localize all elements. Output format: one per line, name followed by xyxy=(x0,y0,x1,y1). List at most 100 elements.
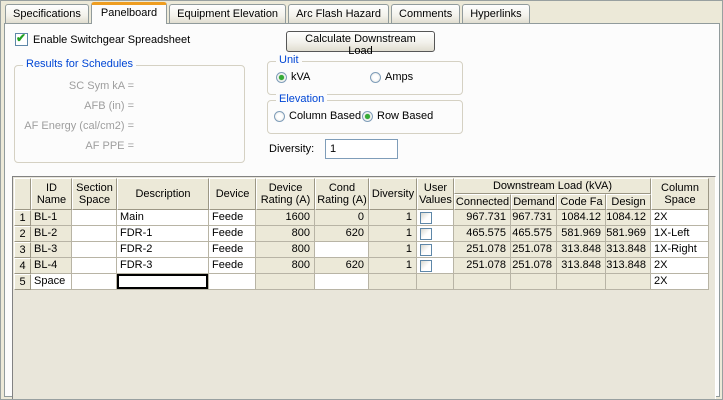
cell-user-values[interactable] xyxy=(417,226,454,242)
tab-panelboard[interactable]: Panelboard xyxy=(90,2,168,24)
cell-cond-rating[interactable]: 620 xyxy=(315,226,369,242)
cell-id-name[interactable]: BL-1 xyxy=(31,210,72,226)
row-header-1[interactable]: 1 xyxy=(14,210,31,226)
cell-connected[interactable]: 251.078 xyxy=(454,258,511,274)
cell-code-fa[interactable]: 1084.12 xyxy=(557,210,606,226)
cell-device[interactable] xyxy=(209,274,256,290)
row-header-4[interactable]: 4 xyxy=(14,258,31,274)
row-header-2[interactable]: 2 xyxy=(14,226,31,242)
cell-description[interactable]: Main xyxy=(117,210,209,226)
row-header-5[interactable]: 5 xyxy=(14,274,31,290)
cell-device-rating[interactable]: 800 xyxy=(256,258,315,274)
cell-code-fa[interactable]: 313.848 xyxy=(557,242,606,258)
cell-connected[interactable]: 465.575 xyxy=(454,226,511,242)
cell-connected[interactable]: 967.731 xyxy=(454,210,511,226)
cell-design[interactable] xyxy=(606,274,651,290)
user-values-checkbox[interactable] xyxy=(420,243,432,256)
user-values-checkbox[interactable] xyxy=(420,211,432,224)
user-values-checkbox[interactable] xyxy=(420,227,432,240)
cell-demand[interactable] xyxy=(511,274,557,290)
cell-id-name[interactable]: BL-4 xyxy=(31,258,72,274)
cell-diversity[interactable]: 1 xyxy=(369,242,417,258)
radio-selected-icon xyxy=(276,71,287,83)
col-header-id-name: ID Name xyxy=(31,178,72,210)
cell-column-space[interactable]: 2X xyxy=(651,258,709,274)
cell-device[interactable]: Feede xyxy=(209,242,256,258)
tab-equipment-elevation[interactable]: Equipment Elevation xyxy=(169,4,287,23)
col-header-column-space: Column Space xyxy=(651,178,709,210)
cell-section-space[interactable] xyxy=(72,258,117,274)
col-header-cond-rating: Cond Rating (A) xyxy=(315,178,369,210)
cell-device-rating[interactable] xyxy=(256,274,315,290)
cell-description[interactable]: FDR-3 xyxy=(117,258,209,274)
row-header-3[interactable]: 3 xyxy=(14,242,31,258)
cell-section-space[interactable] xyxy=(72,210,117,226)
cell-code-fa[interactable] xyxy=(557,274,606,290)
cell-diversity[interactable]: 1 xyxy=(369,210,417,226)
elevation-group: Elevation Column Based Row Based xyxy=(267,93,463,134)
results-group-title: Results for Schedules xyxy=(23,58,136,70)
unit-options: kVA Amps xyxy=(276,71,413,83)
cell-cond-rating[interactable]: 620 xyxy=(315,258,369,274)
cell-description[interactable]: FDR-2 xyxy=(117,242,209,258)
diversity-input[interactable]: 1 xyxy=(325,139,398,159)
cell-section-space[interactable] xyxy=(72,242,117,258)
cell-demand[interactable]: 251.078 xyxy=(511,242,557,258)
cell-column-space[interactable]: 1X-Left xyxy=(651,226,709,242)
radio-amps[interactable]: Amps xyxy=(370,71,413,83)
cell-description[interactable]: FDR-1 xyxy=(117,226,209,242)
cell-cond-rating[interactable] xyxy=(315,274,369,290)
cell-design[interactable]: 313.848 xyxy=(606,258,651,274)
tab-arc-flash-hazard[interactable]: Arc Flash Hazard xyxy=(288,4,390,23)
cell-column-space[interactable]: 2X xyxy=(651,274,709,290)
cell-section-space[interactable] xyxy=(72,274,117,290)
cell-diversity[interactable] xyxy=(369,274,417,290)
cell-connected[interactable] xyxy=(454,274,511,290)
col-header-section-space: Section Space xyxy=(72,178,117,210)
cell-demand[interactable]: 465.575 xyxy=(511,226,557,242)
cell-design[interactable]: 1084.12 xyxy=(606,210,651,226)
cell-device[interactable]: Feede xyxy=(209,226,256,242)
cell-user-values[interactable] xyxy=(417,242,454,258)
cell-description[interactable] xyxy=(117,274,209,290)
cell-design[interactable]: 581.969 xyxy=(606,226,651,242)
radio-column-based[interactable]: Column Based xyxy=(274,110,362,122)
cell-id-name[interactable]: BL-3 xyxy=(31,242,72,258)
col-header-device-rating: Device Rating (A) xyxy=(256,178,315,210)
cell-diversity[interactable]: 1 xyxy=(369,258,417,274)
tab-specifications[interactable]: Specifications xyxy=(5,4,89,23)
cell-demand[interactable]: 967.731 xyxy=(511,210,557,226)
cell-diversity[interactable]: 1 xyxy=(369,226,417,242)
cell-column-space[interactable]: 1X-Right xyxy=(651,242,709,258)
cell-device[interactable]: Feede xyxy=(209,258,256,274)
radio-kva[interactable]: kVA xyxy=(276,71,370,83)
tab-hyperlinks[interactable]: Hyperlinks xyxy=(462,4,530,23)
cell-id-name[interactable]: Space xyxy=(31,274,72,290)
col-header-design: Design xyxy=(606,194,651,210)
cell-code-fa[interactable]: 581.969 xyxy=(557,226,606,242)
cell-device-rating[interactable]: 1600 xyxy=(256,210,315,226)
cell-user-values[interactable] xyxy=(417,274,454,290)
cell-device-rating[interactable]: 800 xyxy=(256,226,315,242)
radio-row-based[interactable]: Row Based xyxy=(362,110,433,122)
cell-cond-rating[interactable] xyxy=(315,242,369,258)
calculate-downstream-load-button[interactable]: Calculate Downstream Load xyxy=(286,31,435,57)
cell-connected[interactable]: 251.078 xyxy=(454,242,511,258)
tab-comments[interactable]: Comments xyxy=(391,4,461,23)
cell-user-values[interactable] xyxy=(417,258,454,274)
cell-section-space[interactable] xyxy=(72,226,117,242)
cell-design[interactable]: 313.848 xyxy=(606,242,651,258)
enable-switchgear-checkbox[interactable]: ✔ Enable Switchgear Spreadsheet xyxy=(15,32,190,46)
cell-id-name[interactable]: BL-2 xyxy=(31,226,72,242)
cell-code-fa[interactable]: 313.848 xyxy=(557,258,606,274)
cell-demand[interactable]: 251.078 xyxy=(511,258,557,274)
cell-column-space[interactable]: 2X xyxy=(651,210,709,226)
cell-user-values[interactable] xyxy=(417,210,454,226)
user-values-checkbox[interactable] xyxy=(420,259,432,272)
elevation-group-title: Elevation xyxy=(276,93,328,105)
cell-device[interactable]: Feede xyxy=(209,210,256,226)
cell-cond-rating[interactable]: 0 xyxy=(315,210,369,226)
col-header-user-values: User Values xyxy=(417,178,454,210)
cell-device-rating[interactable]: 800 xyxy=(256,242,315,258)
